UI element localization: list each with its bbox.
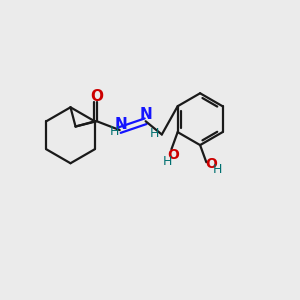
Text: O: O: [90, 89, 103, 104]
Text: H: H: [213, 163, 222, 176]
Text: H: H: [110, 125, 119, 138]
Text: O: O: [205, 157, 217, 171]
Text: H: H: [150, 128, 159, 140]
Text: N: N: [139, 107, 152, 122]
Text: N: N: [115, 117, 128, 132]
Text: H: H: [163, 155, 172, 168]
Text: O: O: [167, 148, 179, 162]
